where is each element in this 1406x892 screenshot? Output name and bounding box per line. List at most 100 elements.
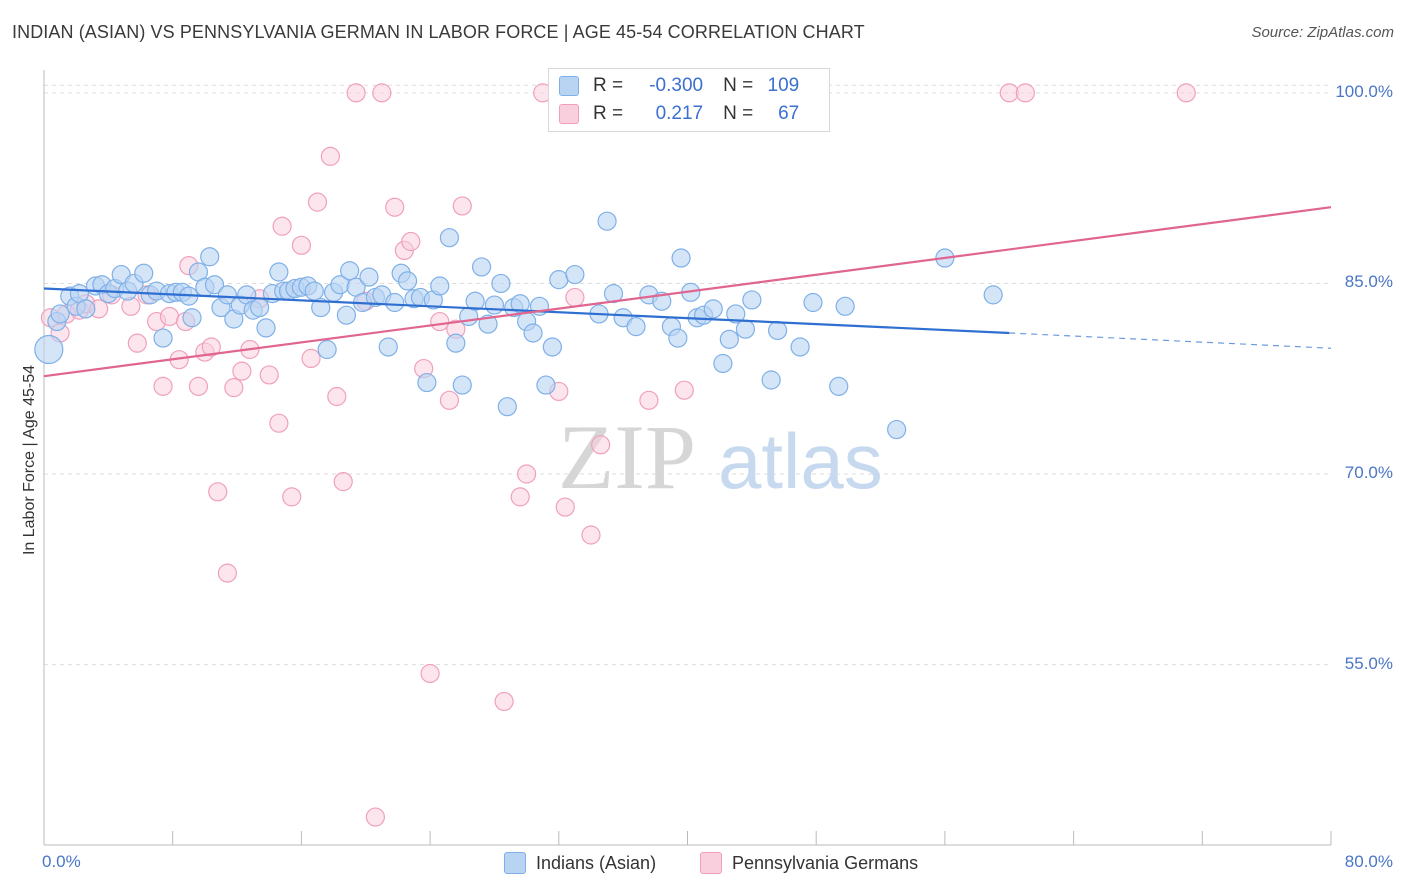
point-indians-asian	[542, 337, 562, 357]
point-indians-asian	[719, 329, 739, 349]
r-label: R =	[593, 103, 624, 124]
point-indians-asian	[446, 333, 466, 353]
point-indians-asian	[378, 337, 398, 357]
y-tick-label: 70.0%	[1344, 463, 1393, 483]
point-indians-asian	[417, 372, 437, 393]
point-indians-asian	[311, 297, 331, 318]
point-indians-asian	[249, 297, 270, 318]
point-pennsylvania-germans	[555, 497, 575, 517]
stats-row-penn: R = 0.217 N = 67	[559, 101, 799, 127]
swatch-indians	[559, 76, 579, 96]
point-indians-asian	[767, 320, 788, 341]
point-indians-asian	[153, 328, 173, 348]
point-indians-asian	[790, 337, 810, 357]
point-pennsylvania-germans	[224, 378, 244, 398]
point-indians-asian	[549, 270, 569, 290]
y-tick-label: 100.0%	[1335, 81, 1393, 101]
point-indians-asian	[430, 276, 450, 296]
point-indians-asian	[471, 257, 492, 277]
point-pennsylvania-germans	[1015, 83, 1035, 103]
point-pennsylvania-germans	[565, 287, 585, 308]
point-indians-asian	[204, 275, 225, 295]
trend-lines	[43, 206, 1332, 378]
point-pennsylvania-germans	[320, 146, 340, 166]
point-indians-asian	[626, 317, 646, 337]
point-pennsylvania-germans	[494, 691, 514, 712]
point-pennsylvania-germans	[517, 464, 537, 484]
point-indians-asian	[735, 319, 756, 339]
point-pennsylvania-germans	[674, 380, 694, 400]
point-pennsylvania-germans	[127, 333, 147, 353]
r-value: -0.300	[649, 75, 704, 96]
point-pennsylvania-germans	[420, 663, 440, 684]
watermark: ZIP atlas	[558, 406, 883, 508]
n-label: N =	[723, 75, 754, 96]
point-indians-asian	[887, 419, 907, 440]
point-indians-asian	[76, 299, 96, 319]
swatch-penn	[559, 104, 579, 124]
point-indians-asian	[317, 339, 337, 360]
point-indians-asian	[983, 285, 1003, 305]
point-indians-asian	[359, 267, 379, 287]
points-indians-asian	[34, 211, 1003, 440]
point-indians-asian	[603, 284, 624, 304]
y-tick-label: 55.0%	[1344, 653, 1393, 673]
point-indians-asian	[491, 273, 511, 294]
watermark-zip: ZIP	[558, 406, 696, 508]
watermark-atlas: atlas	[718, 417, 883, 505]
point-pennsylvania-germans	[307, 192, 328, 212]
point-pennsylvania-germans	[639, 390, 659, 410]
legend-item-indians[interactable]: Indians (Asian)	[504, 852, 656, 874]
point-indians-asian	[497, 397, 517, 417]
stats-box: R = -0.300 N = 109 R = 0.217 N = 67	[548, 68, 830, 132]
point-indians-asian	[397, 271, 418, 291]
point-pennsylvania-germans	[452, 196, 472, 216]
point-indians-asian	[761, 370, 781, 390]
n-value: 67	[778, 103, 800, 124]
point-indians-asian	[536, 375, 556, 395]
point-indians-asian	[182, 308, 202, 328]
point-indians-asian	[200, 247, 220, 267]
point-pennsylvania-germans	[346, 83, 366, 103]
point-pennsylvania-germans	[269, 413, 289, 433]
point-indians-asian	[34, 334, 64, 365]
point-indians-asian	[713, 353, 733, 374]
n-label: N =	[723, 103, 754, 124]
point-pennsylvania-germans	[201, 337, 221, 357]
legend-label-indians: Indians (Asian)	[536, 852, 657, 873]
point-pennsylvania-germans	[510, 487, 530, 507]
point-indians-asian	[385, 292, 405, 313]
point-pennsylvania-germans	[430, 311, 450, 332]
point-indians-asian	[484, 295, 505, 315]
point-indians-asian	[465, 291, 485, 311]
point-indians-asian	[742, 290, 762, 310]
point-pennsylvania-germans	[591, 435, 611, 455]
legend-swatch-indians	[504, 852, 526, 874]
point-indians-asian	[726, 304, 746, 324]
point-indians-asian	[671, 248, 691, 268]
axes	[43, 70, 1332, 846]
point-pennsylvania-germans	[272, 216, 292, 236]
point-indians-asian	[829, 376, 849, 396]
point-indians-asian	[452, 375, 472, 395]
point-pennsylvania-germans	[372, 83, 392, 103]
point-pennsylvania-germans	[439, 390, 460, 410]
legend-swatch-penn	[700, 852, 722, 874]
point-pennsylvania-germans	[327, 386, 347, 407]
r-label: R =	[593, 75, 624, 96]
point-pennsylvania-germans	[208, 482, 228, 502]
point-indians-asian	[803, 292, 823, 313]
point-pennsylvania-germans	[153, 376, 173, 396]
r-value: 0.217	[655, 103, 704, 124]
stats-row-indians: R = -0.300 N = 109	[559, 73, 799, 99]
chart-title: INDIAN (ASIAN) VS PENNSYLVANIA GERMAN IN…	[12, 22, 865, 42]
legend-item-penn[interactable]: Pennsylvania Germans	[700, 852, 918, 874]
point-pennsylvania-germans	[385, 197, 405, 217]
point-pennsylvania-germans	[333, 472, 353, 492]
point-indians-asian	[565, 264, 585, 285]
trend-line-indians	[43, 287, 1010, 335]
point-pennsylvania-germans	[232, 361, 252, 381]
x-tick-label-min: 0.0%	[42, 852, 81, 871]
point-pennsylvania-germans	[1176, 83, 1196, 103]
